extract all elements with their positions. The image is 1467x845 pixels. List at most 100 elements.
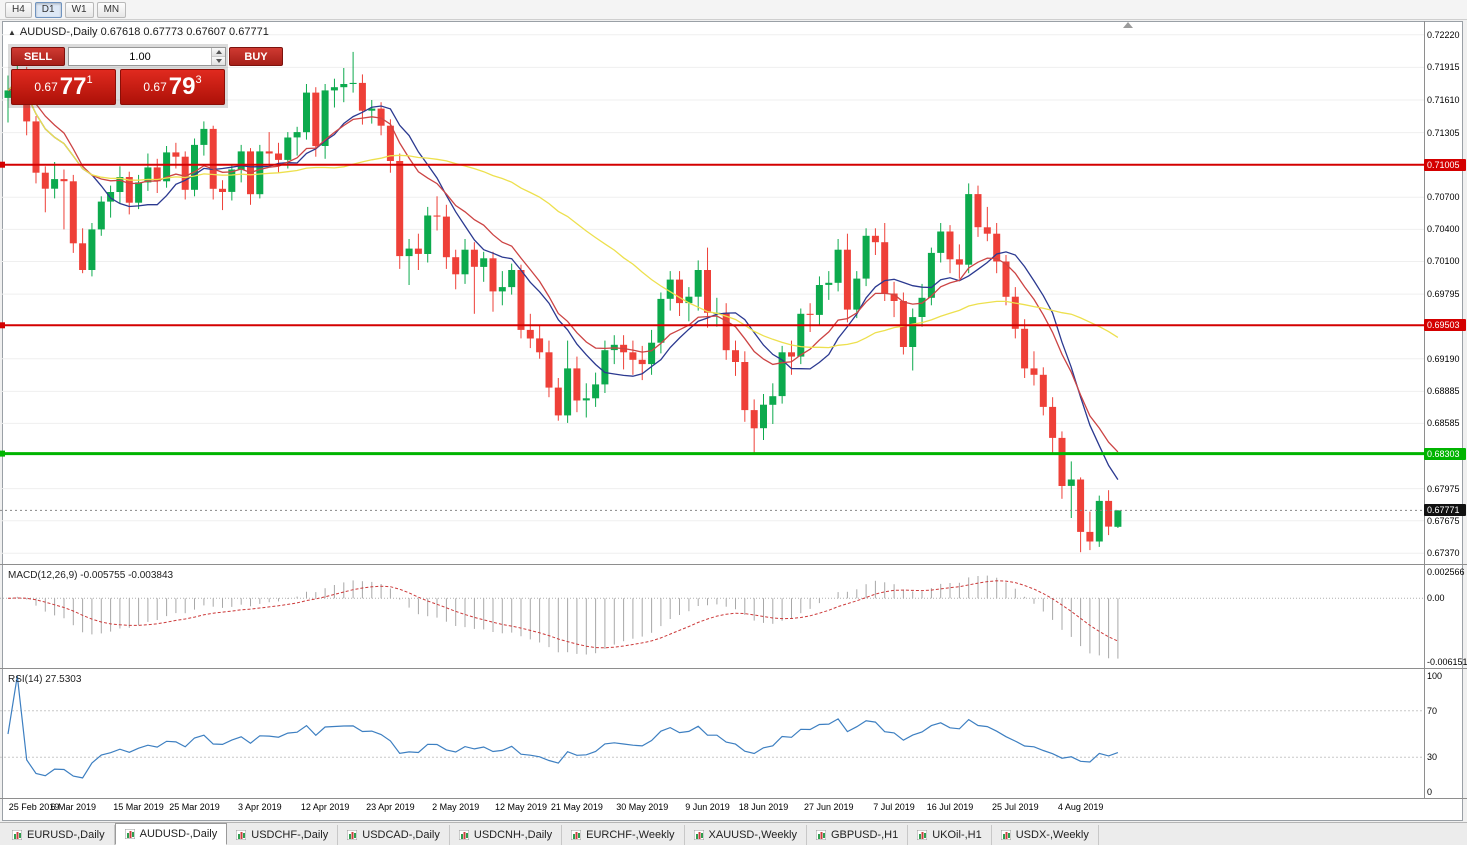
chart-tab-USDX-,Weekly[interactable]: USDX-,Weekly bbox=[992, 825, 1099, 845]
price-axis-badge-0.68303: 0.68303 bbox=[1424, 447, 1466, 460]
spinner-down-icon bbox=[215, 59, 222, 63]
chart-tab-icon bbox=[12, 830, 22, 840]
chart-window bbox=[2, 21, 1463, 821]
buy-price-big: 79 bbox=[168, 73, 196, 100]
sell-price-pipette: 1 bbox=[86, 74, 93, 86]
chart-tab-icon bbox=[236, 830, 247, 840]
price-axis: 0.72220 0.71915 0.71610 0.71305 0.71005 0.707… bbox=[1424, 21, 1467, 801]
chart-tab-UKOil-,H1[interactable]: UKOil-,H1 bbox=[908, 825, 992, 845]
one-click-trade-panel: SELL BUY 0.67 77 1 0.67 79 3 bbox=[8, 44, 283, 108]
chart-tab-icon bbox=[815, 830, 826, 840]
price-axis-badge-0.71005: 0.71005 bbox=[1424, 158, 1466, 171]
date-label: 4 Aug 2019 bbox=[1057, 802, 1104, 812]
chart-tab-label: USDCHF-,Daily bbox=[251, 829, 329, 841]
chart-tab-icon bbox=[693, 830, 704, 840]
timeframe-button-D1[interactable]: D1 bbox=[34, 1, 62, 18]
date-label: 16 Jul 2019 bbox=[926, 802, 974, 812]
buy-button[interactable]: BUY bbox=[229, 47, 283, 66]
date-label: 30 May 2019 bbox=[616, 802, 669, 812]
volume-spinner bbox=[211, 48, 225, 65]
price-axis-label: 0.68585 bbox=[1427, 418, 1460, 429]
chart-tab-AUDUSD-,Daily[interactable]: AUDUSD-,Daily bbox=[114, 823, 228, 845]
rsi-indicator-label: RSI(14) 27.5303 bbox=[8, 674, 82, 685]
chart-tab-EURUSD-,Daily[interactable]: EURUSD-,Daily bbox=[3, 825, 115, 845]
date-axis: 25 Feb 2019 6 Mar 2019 15 Mar 2019 25 Mar 2… bbox=[0, 800, 1424, 816]
price-axis-label: 0.71305 bbox=[1427, 127, 1460, 138]
price-axis-label: 0.70100 bbox=[1427, 256, 1460, 267]
symbol-arrow-icon: ▲ bbox=[8, 28, 16, 37]
price-axis-label: 0.70700 bbox=[1427, 192, 1460, 203]
chart-tab-icon bbox=[571, 830, 582, 840]
price-axis-badge-0.69503: 0.69503 bbox=[1424, 319, 1466, 332]
date-label: 9 Jun 2019 bbox=[685, 802, 730, 812]
volume-input[interactable] bbox=[69, 48, 211, 65]
sell-price-prefix: 0.67 bbox=[34, 80, 58, 94]
chart-tab-label: USDCAD-,Daily bbox=[362, 829, 440, 841]
chart-tab-icon bbox=[458, 830, 469, 840]
volume-input-group bbox=[68, 47, 226, 66]
date-label: 27 Jun 2019 bbox=[803, 802, 854, 812]
chart-tab-label: XAUUSD-,Weekly bbox=[708, 829, 797, 841]
price-axis-label: 0.72220 bbox=[1427, 29, 1460, 40]
chart-tab-label: AUDUSD-,Daily bbox=[139, 828, 218, 840]
chart-tab-bar: EURUSD-,Daily AUDUSD-,Daily USDCHF-,Daily U… bbox=[0, 822, 1467, 845]
volume-up-button[interactable] bbox=[212, 48, 225, 57]
price-axis-label: 0.71915 bbox=[1427, 62, 1460, 73]
sell-button[interactable]: SELL bbox=[11, 47, 65, 66]
date-label: 12 Apr 2019 bbox=[300, 802, 350, 812]
date-label: 12 May 2019 bbox=[494, 802, 547, 812]
chart-tab-icon bbox=[917, 830, 928, 840]
price-axis-label: 0.67370 bbox=[1427, 548, 1460, 559]
date-label: 23 Apr 2019 bbox=[366, 802, 415, 812]
timeframe-button-W1[interactable]: W1 bbox=[64, 1, 94, 18]
buy-price-display[interactable]: 0.67 79 3 bbox=[120, 69, 225, 105]
chart-tab-icon bbox=[1000, 830, 1011, 840]
chart-tab-USDCNH-,Daily[interactable]: USDCNH-,Daily bbox=[450, 825, 563, 845]
date-label: 25 Feb 2019 bbox=[8, 802, 60, 812]
rsi-axis-label: 100 bbox=[1427, 671, 1443, 681]
timeframe-toolbar: H4 D1 W1 MN bbox=[0, 0, 1467, 20]
date-label: 3 Apr 2019 bbox=[238, 802, 282, 812]
macd-axis-label: 0.002566 bbox=[1427, 566, 1465, 577]
timeframe-button-H4[interactable]: H4 bbox=[5, 1, 32, 18]
price-axis-label: 0.67975 bbox=[1427, 483, 1460, 494]
buy-price-pipette: 3 bbox=[195, 74, 202, 86]
chart-tab-label: USDX-,Weekly bbox=[1015, 829, 1089, 841]
date-label: 25 Mar 2019 bbox=[169, 802, 220, 812]
chart-tab-USDCHF-,Daily[interactable]: USDCHF-,Daily bbox=[227, 825, 339, 845]
price-axis-label: 0.71610 bbox=[1427, 95, 1460, 106]
chart-ohlc-info: ▲ AUDUSD-,Daily 0.67618 0.67773 0.67607 0… bbox=[8, 26, 269, 38]
chart-tab-label: UKOil-,H1 bbox=[932, 829, 982, 841]
chart-tab-label: EURUSD-,Daily bbox=[27, 829, 105, 841]
date-label: 2 May 2019 bbox=[432, 802, 480, 812]
timeframe-button-MN[interactable]: MN bbox=[96, 1, 127, 18]
sell-price-big: 77 bbox=[59, 73, 87, 100]
date-label: 15 Mar 2019 bbox=[113, 802, 164, 812]
date-label: 7 Jul 2019 bbox=[873, 802, 915, 812]
chart-tab-label: GBPUSD-,H1 bbox=[830, 829, 899, 841]
price-axis-badge-0.67771: 0.67771 bbox=[1424, 504, 1466, 517]
sell-price-display[interactable]: 0.67 77 1 bbox=[11, 69, 116, 105]
chart-tab-XAUUSD-,Weekly[interactable]: XAUUSD-,Weekly bbox=[685, 825, 807, 845]
ohlc-info-text: AUDUSD-,Daily 0.67618 0.67773 0.67607 0.… bbox=[19, 26, 269, 38]
chart-tab-icon bbox=[347, 830, 358, 840]
price-axis-label: 0.69795 bbox=[1427, 289, 1460, 300]
macd-axis-label: 0.00 bbox=[1427, 593, 1445, 604]
chart-tab-USDCAD-,Daily[interactable]: USDCAD-,Daily bbox=[338, 825, 450, 845]
macd-axis-label: -0.006151 bbox=[1427, 657, 1467, 668]
chart-tab-icon bbox=[124, 829, 135, 839]
chart-tab-GBPUSD-,H1[interactable]: GBPUSD-,H1 bbox=[807, 825, 909, 845]
rsi-axis-label: 0 bbox=[1427, 787, 1433, 797]
price-axis-label: 0.68885 bbox=[1427, 386, 1460, 397]
chart-tab-label: EURCHF-,Weekly bbox=[586, 829, 675, 841]
macd-indicator-label: MACD(12,26,9) -0.005755 -0.003843 bbox=[8, 570, 174, 581]
chart-tab-label: USDCNH-,Daily bbox=[473, 829, 553, 841]
buy-price-prefix: 0.67 bbox=[143, 80, 167, 94]
volume-down-button[interactable] bbox=[212, 57, 225, 65]
date-label: 6 Mar 2019 bbox=[50, 802, 97, 812]
price-axis-label: 0.67675 bbox=[1427, 515, 1460, 526]
rsi-axis-label: 70 bbox=[1427, 705, 1438, 716]
date-label: 21 May 2019 bbox=[550, 802, 603, 812]
chart-tab-EURCHF-,Weekly[interactable]: EURCHF-,Weekly bbox=[562, 825, 685, 845]
